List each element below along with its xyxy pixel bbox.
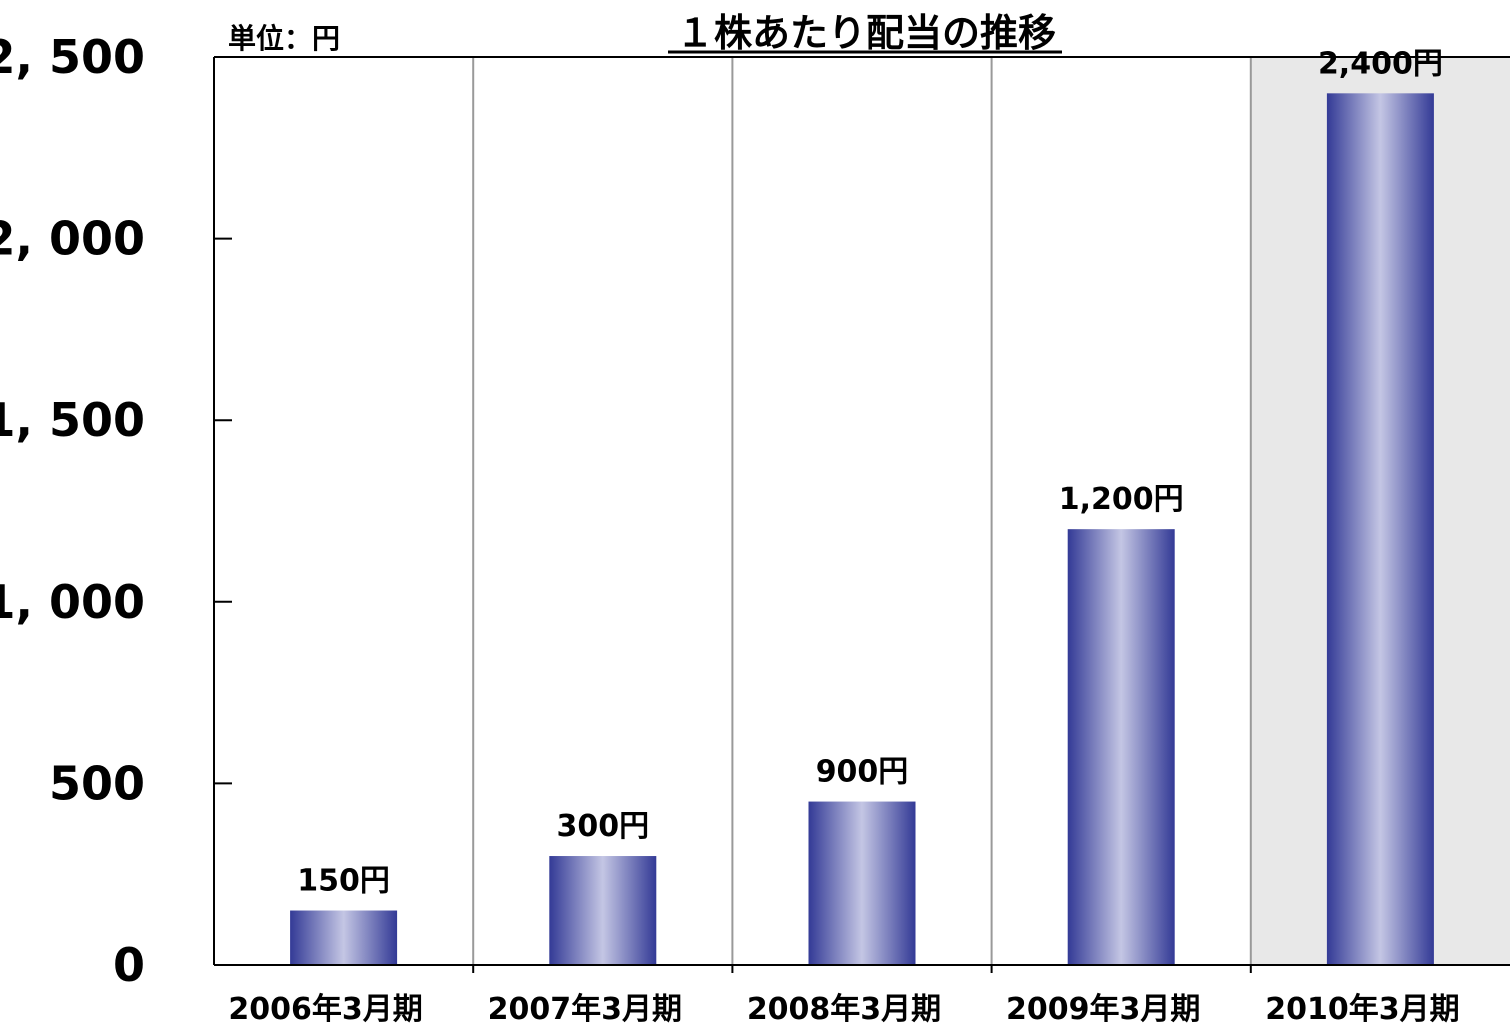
data-label: 1,200円 (1059, 482, 1184, 517)
chart-title: １株あたり配当の推移 (676, 11, 1056, 55)
x-tick-label: 2010年3月期 (1265, 992, 1459, 1026)
y-tick-label: 2, 000 (0, 212, 145, 266)
y-tick-label: 0 (113, 938, 145, 992)
x-tick-label: 2008年3月期 (747, 992, 941, 1026)
unit-label: 単位：円 (228, 22, 340, 55)
x-tick-label: 2009年3月期 (1006, 992, 1200, 1026)
bar (290, 910, 398, 965)
bar (1067, 529, 1175, 965)
bar (808, 801, 916, 965)
y-axis-ticks: 0 500 1, 000 1, 500 2, 000 2, 500 (0, 30, 232, 992)
y-tick-label: 1, 500 (0, 393, 145, 447)
y-tick-label: 500 (49, 756, 145, 810)
x-axis-ticks: 2006年3月期 2007年3月期 2008年3月期 2009年3月期 2010年3月期 (228, 992, 1459, 1027)
data-label: 900円 (816, 755, 909, 790)
bar (1326, 93, 1434, 965)
bars (290, 93, 1434, 965)
x-tick-label: 2007年3月期 (488, 992, 682, 1026)
x-tick-label: 2006年3月期 (228, 992, 422, 1026)
data-label: 150円 (297, 864, 390, 899)
axes (213, 56, 1510, 973)
data-label: 2,400円 (1318, 46, 1443, 81)
data-labels: 150円 300円 900円 1,200円 2,400円 (297, 46, 1443, 898)
y-tick-label: 2, 500 (0, 30, 145, 84)
bar (549, 856, 657, 965)
category-separators (472, 57, 1252, 965)
data-label: 300円 (556, 809, 649, 844)
y-tick-label: 1, 000 (0, 575, 145, 629)
